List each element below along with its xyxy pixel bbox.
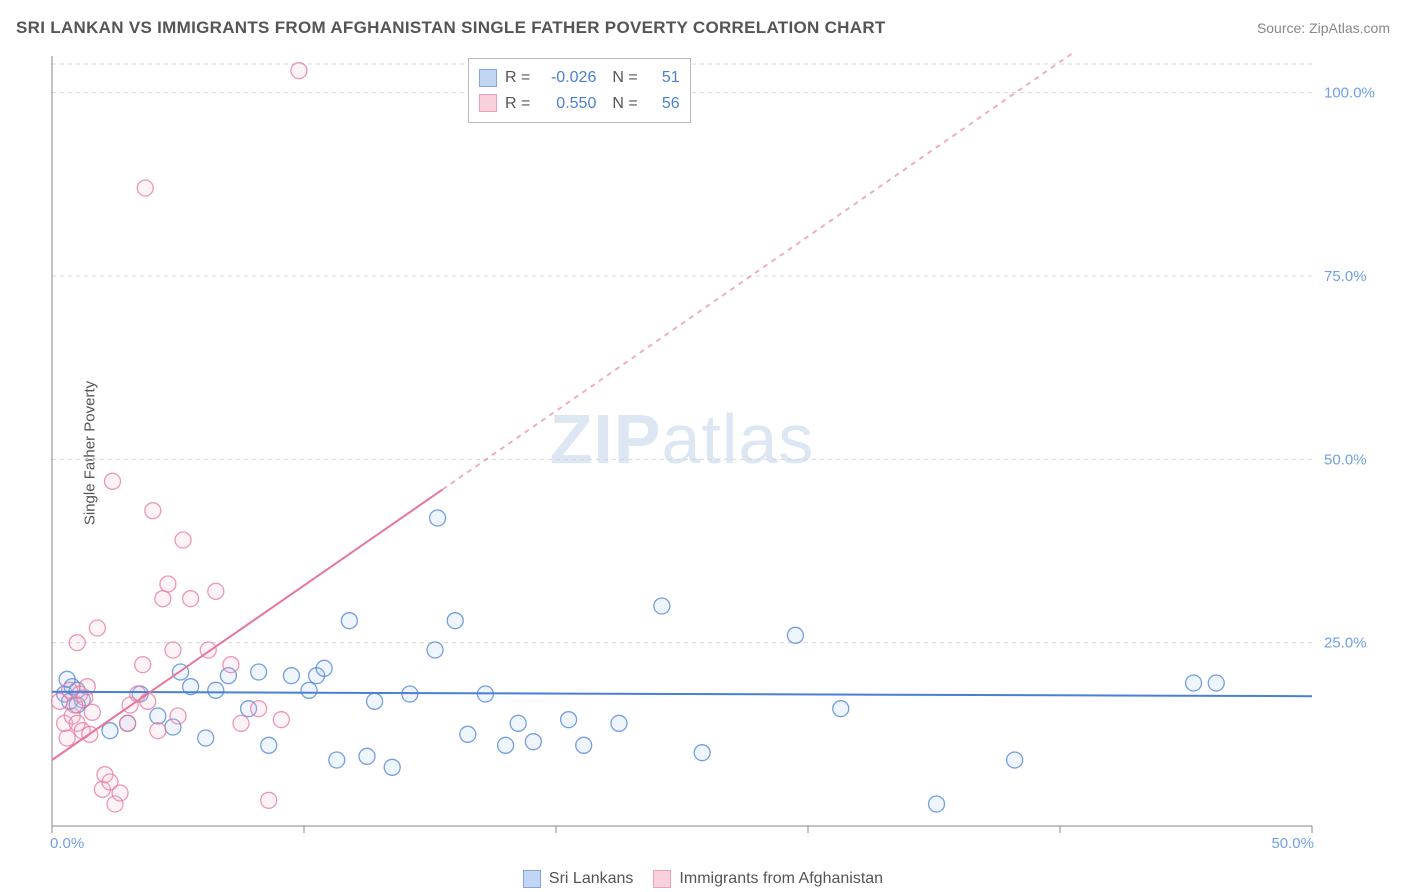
scatter-point (447, 613, 463, 629)
y-tick-label: 25.0% (1324, 635, 1367, 652)
x-tick-label: 50.0% (1271, 835, 1314, 852)
scatter-point (611, 715, 627, 731)
chart-source: Source: ZipAtlas.com (1257, 20, 1390, 36)
scatter-point (787, 627, 803, 643)
scatter-point (283, 668, 299, 684)
scatter-point (384, 759, 400, 775)
scatter-point (251, 701, 267, 717)
scatter-plot: 25.0% 50.0% 75.0% 100.0% ZIPatlas 0.0% 50.0% (48, 52, 1390, 854)
scatter-point (140, 693, 156, 709)
scatter-point (251, 664, 267, 680)
scatter-point (261, 792, 277, 808)
scatter-point (316, 660, 332, 676)
scatter-point (510, 715, 526, 731)
scatter-point (430, 510, 446, 526)
scatter-point (341, 613, 357, 629)
scatter-point (208, 583, 224, 599)
scatter-point (160, 576, 176, 592)
legend-swatch (653, 870, 671, 888)
scatter-point (84, 704, 100, 720)
scatter-point (120, 715, 136, 731)
trend-line (52, 692, 1312, 696)
scatter-point (359, 748, 375, 764)
legend-swatch (479, 94, 497, 112)
stats-row: R = 0.550 N = 56 (479, 91, 680, 117)
scatter-point (329, 752, 345, 768)
legend-swatch (479, 69, 497, 87)
stat-n-value: 51 (646, 65, 680, 91)
stat-n-label: N = (612, 65, 637, 91)
scatter-point (694, 745, 710, 761)
chart-area: Single Father Poverty 25.0%50.0%75.0%100… (48, 52, 1390, 854)
scatter-point (135, 657, 151, 673)
scatter-point (1208, 675, 1224, 691)
bottom-legend: Sri Lankans Immigrants from Afghanistan (0, 870, 1406, 888)
scatter-point (929, 796, 945, 812)
scatter-point (576, 737, 592, 753)
stat-n-label: N = (612, 91, 637, 117)
scatter-point (1186, 675, 1202, 691)
scatter-point (208, 682, 224, 698)
scatter-point (233, 715, 249, 731)
scatter-point (561, 712, 577, 728)
scatter-point (150, 723, 166, 739)
stats-row: R = -0.026 N = 51 (479, 65, 680, 91)
scatter-point (460, 726, 476, 742)
scatter-point (525, 734, 541, 750)
scatter-point (104, 473, 120, 489)
scatter-point (223, 657, 239, 673)
x-tick-label: 0.0% (50, 835, 84, 852)
stat-r-value: -0.026 (538, 65, 596, 91)
watermark: ZIPatlas (550, 400, 815, 478)
scatter-point (170, 708, 186, 724)
chart-title: SRI LANKAN VS IMMIGRANTS FROM AFGHANISTA… (16, 18, 886, 38)
scatter-point (1007, 752, 1023, 768)
scatter-point (291, 63, 307, 79)
scatter-point (198, 730, 214, 746)
stat-r-value: 0.550 (538, 91, 596, 117)
chart-header: SRI LANKAN VS IMMIGRANTS FROM AFGHANISTA… (16, 18, 1390, 38)
y-tick-label: 75.0% (1324, 268, 1367, 285)
legend-item: Immigrants from Afghanistan (653, 870, 883, 888)
y-tick-label: 100.0% (1324, 85, 1375, 102)
scatter-point (102, 723, 118, 739)
scatter-point (427, 642, 443, 658)
stat-r-label: R = (505, 65, 530, 91)
scatter-point (183, 591, 199, 607)
scatter-point (833, 701, 849, 717)
scatter-point (150, 708, 166, 724)
scatter-point (654, 598, 670, 614)
scatter-point (261, 737, 277, 753)
scatter-point (112, 785, 128, 801)
scatter-point (137, 180, 153, 196)
scatter-point (145, 503, 161, 519)
scatter-point (367, 693, 383, 709)
scatter-point (175, 532, 191, 548)
scatter-point (165, 642, 181, 658)
legend-swatch (523, 870, 541, 888)
scatter-point (69, 635, 85, 651)
scatter-point (59, 730, 75, 746)
y-tick-label: 50.0% (1324, 451, 1367, 468)
scatter-point (273, 712, 289, 728)
scatter-point (498, 737, 514, 753)
legend-label: Sri Lankans (549, 870, 634, 888)
legend-item: Sri Lankans (523, 870, 634, 888)
scatter-point (155, 591, 171, 607)
stat-r-label: R = (505, 91, 530, 117)
legend-label: Immigrants from Afghanistan (679, 870, 883, 888)
scatter-point (301, 682, 317, 698)
scatter-point (89, 620, 105, 636)
stat-n-value: 56 (646, 91, 680, 117)
stats-legend-box: R = -0.026 N = 51 R = 0.550 N = 56 (468, 58, 691, 123)
